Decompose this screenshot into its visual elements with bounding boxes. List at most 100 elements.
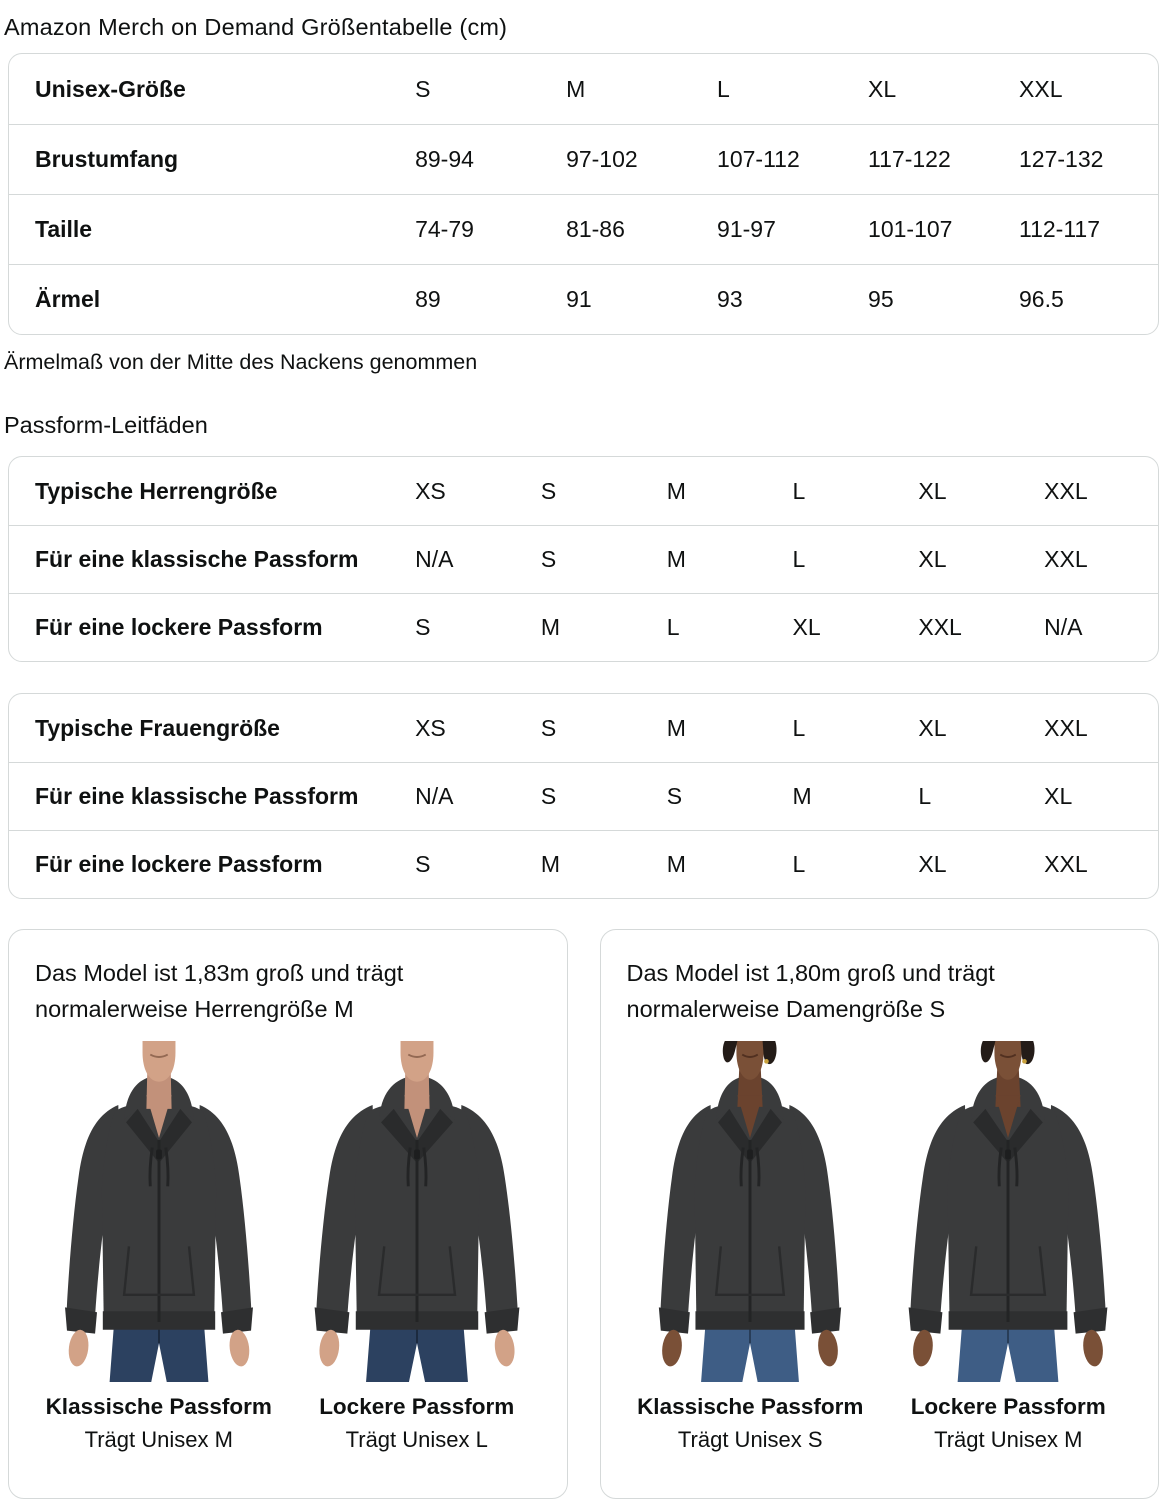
fit-size-label: Trägt Unisex M [84, 1427, 233, 1452]
model-cards: Das Model ist 1,83m groß und trägt norma… [8, 929, 1159, 1499]
size-cell: L [792, 546, 806, 572]
size-cell: L [918, 783, 932, 809]
size-cell: XL [792, 614, 821, 640]
size-cell: M [566, 75, 586, 102]
value-cell: 107-112 [717, 146, 800, 172]
row-label: Ärmel [35, 286, 101, 312]
women-fit-guide-table: Typische Frauengröße XS S M L XL XXL Für… [8, 693, 1159, 899]
size-cell: L [792, 851, 806, 877]
size-cell: S [540, 783, 557, 809]
table-row: Typische Frauengröße XS S M L XL XXL [9, 694, 1158, 762]
size-cell: S [540, 546, 557, 572]
size-cell: M [540, 614, 561, 640]
size-cell: XXL [1044, 714, 1088, 741]
size-cell: N/A [415, 783, 454, 809]
value-cell: 95 [868, 286, 894, 312]
size-cell: M [540, 851, 561, 877]
size-cell: XS [415, 477, 446, 504]
row-label: Für eine klassische Passform [35, 546, 359, 572]
fit-name-label: Klassische Passform [45, 1394, 272, 1419]
size-cell: L [792, 477, 806, 504]
size-cell: M [666, 714, 686, 741]
table-row: Typische Herrengröße XS S M L XL XXL [9, 457, 1158, 525]
row-label: Für eine lockere Passform [35, 851, 323, 877]
size-cell: XL [918, 714, 947, 741]
size-cell: XXL [1044, 851, 1088, 877]
size-cell: M [666, 851, 686, 877]
size-cell: XS [415, 714, 446, 741]
value-cell: 127-132 [1019, 146, 1104, 172]
row-label: Für eine lockere Passform [35, 614, 323, 640]
page-title: Amazon Merch on Demand Größentabelle (cm… [4, 14, 508, 40]
size-cell: N/A [1044, 614, 1083, 640]
table-row: Für eine lockere Passform S M L XL XXL N… [9, 593, 1158, 661]
size-cell: M [666, 546, 686, 572]
size-cell: S [415, 851, 431, 877]
size-cell: S [415, 614, 431, 640]
men-fit-guide-table: Typische Herrengröße XS S M L XL XXL Für… [8, 456, 1159, 662]
size-cell: XXL [918, 614, 962, 640]
size-cell: S [666, 783, 683, 809]
model-photo-male-classic [33, 1041, 285, 1382]
row-label: Typische Herrengröße [35, 477, 278, 504]
fit-name-label: Klassische Passform [637, 1394, 864, 1419]
figure-column: Klassische Passform Trägt Unisex S [624, 1041, 876, 1453]
table-row: Für eine lockere Passform S M M L XL XXL [9, 830, 1158, 898]
figure-column: Lockere Passform Trägt Unisex M [882, 1041, 1134, 1453]
model-photo-female-classic [624, 1041, 876, 1382]
fit-size-label: Trägt Unisex S [677, 1427, 823, 1452]
value-cell: 97-102 [566, 146, 638, 172]
value-cell: 74-79 [415, 216, 474, 242]
row-label: Für eine klassische Passform [35, 783, 359, 809]
size-cell: M [666, 477, 686, 504]
size-cell: XL [1044, 783, 1073, 809]
size-cell: XXL [1044, 546, 1088, 572]
value-cell: 96.5 [1019, 286, 1064, 312]
value-cell: 112-117 [1019, 216, 1101, 242]
size-cell: L [717, 75, 730, 102]
row-label: Brustumfang [35, 146, 179, 172]
size-cell: L [666, 614, 680, 640]
size-cell: L [792, 714, 806, 741]
size-cell: S [415, 75, 431, 102]
size-cell: N/A [415, 546, 454, 572]
size-cell: S [540, 714, 557, 741]
table-row: Brustumfang 89-94 97-102 107-112 117-122… [9, 124, 1158, 194]
value-cell: 89 [415, 286, 441, 312]
value-cell: 117-122 [868, 146, 951, 172]
row-label: Unisex-Größe [35, 75, 186, 102]
table-row: Unisex-Größe S M L XL XXL [9, 54, 1158, 124]
size-cell: XL [868, 75, 897, 102]
sleeve-measure-footnote: Ärmelmaß von der Mitte des Nackens genom… [4, 350, 478, 374]
model-figures: Klassische Passform Trägt Unisex M Locke… [29, 1041, 547, 1453]
table-row: Ärmel 89 91 93 95 96.5 [9, 264, 1158, 334]
figure-column: Lockere Passform Trägt Unisex L [291, 1041, 543, 1453]
model-card-women: Das Model ist 1,80m groß und trägt norma… [599, 929, 1159, 1499]
value-cell: 101-107 [868, 216, 953, 242]
model-card-men: Das Model ist 1,83m groß und trägt norma… [8, 929, 568, 1499]
unisex-size-table: Unisex-Größe S M L XL XXL Brustumfang 89… [8, 53, 1159, 335]
size-cell: XL [918, 546, 947, 572]
size-cell: XL [918, 851, 947, 877]
size-cell: M [792, 783, 812, 809]
fit-guides-heading: Passform-Leitfäden [4, 412, 208, 438]
size-cell: XXL [1019, 75, 1063, 102]
value-cell: 91-97 [717, 216, 776, 242]
model-description: Das Model ist 1,80m groß und trägt norma… [626, 960, 995, 1022]
row-label: Taille [35, 216, 93, 242]
fit-name-label: Lockere Passform [319, 1394, 515, 1419]
size-cell: XXL [1044, 477, 1088, 504]
model-photo-male-loose [291, 1041, 543, 1382]
table-row: Für eine klassische Passform N/A S M L X… [9, 525, 1158, 593]
size-cell: S [540, 477, 557, 504]
model-description: Das Model ist 1,83m groß und trägt norma… [35, 960, 404, 1022]
value-cell: 89-94 [415, 146, 474, 172]
value-cell: 91 [566, 286, 592, 312]
size-cell: XL [918, 477, 947, 504]
fit-size-label: Trägt Unisex L [345, 1427, 488, 1452]
fit-size-label: Trägt Unisex M [934, 1427, 1083, 1452]
model-photo-female-loose [882, 1041, 1134, 1382]
table-row: Taille 74-79 81-86 91-97 101-107 112-117 [9, 194, 1158, 264]
model-figures: Klassische Passform Trägt Unisex S [621, 1041, 1139, 1453]
